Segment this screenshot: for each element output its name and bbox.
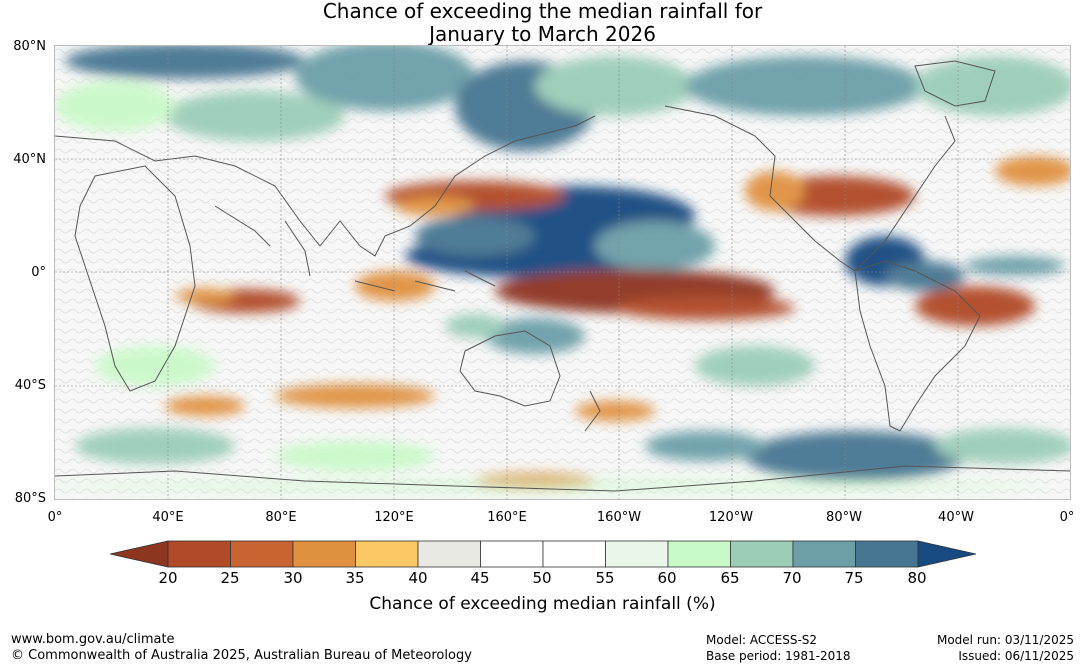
colorbar-swatch: [730, 540, 794, 568]
footer-dates: Model run: 03/11/2025 Issued: 06/11/2025: [937, 632, 1074, 664]
colorbar-swatch: [167, 540, 231, 568]
colorbar-tick: 25: [220, 569, 240, 587]
colorbar-swatch: [355, 540, 419, 568]
rainfall-map: [54, 45, 1071, 500]
lat-label-80s: 80°S: [14, 491, 46, 506]
title-line-1: Chance of exceeding the median rainfall …: [322, 0, 763, 23]
footer-model: Model: ACCESS-S2: [706, 633, 818, 647]
colorbar-label: Chance of exceeding median rainfall (%): [369, 594, 716, 614]
footer-issued: Issued: 06/11/2025: [958, 649, 1074, 663]
footer-base-period: Base period: 1981-2018: [706, 649, 851, 663]
colorbar-tick: 65: [720, 569, 740, 587]
coastlines: [55, 60, 1070, 492]
colorbar-swatch: [792, 540, 856, 568]
lon-label-0: 0°: [47, 510, 63, 525]
colorbar-tick: 30: [283, 569, 303, 587]
footer-model-run: Model run: 03/11/2025: [936, 633, 1074, 647]
lon-label-160w: 160°W: [596, 510, 642, 525]
colorbar-swatch: [605, 540, 669, 568]
colorbar-tick: 80: [907, 569, 927, 587]
lat-label-0: 0°: [31, 265, 46, 280]
colorbar-tick: 60: [657, 569, 677, 587]
colorbar-swatch: [417, 540, 481, 568]
lon-label-80e: 80°E: [265, 510, 297, 525]
colorbar-swatch: [480, 540, 544, 568]
colorbar-tick: 50: [532, 569, 552, 587]
colorbar-swatch: [542, 540, 606, 568]
lat-label-80n: 80°N: [13, 39, 46, 54]
colorbar-swatch: [855, 540, 919, 568]
lon-label-40w: 40°W: [938, 510, 974, 525]
colorbar-tick: 40: [408, 569, 428, 587]
colorbar-swatch: [917, 540, 976, 568]
colorbar-swatch: [292, 540, 356, 568]
footer-copyright: © Commonwealth of Australia 2025, Austra…: [11, 648, 472, 663]
footer-website: www.bom.gov.au/climate: [11, 632, 175, 647]
colorbar-tick: 55: [595, 569, 615, 587]
colorbar-tick: 75: [844, 569, 864, 587]
map-gridlines: [55, 46, 1070, 499]
footer-model-info: Model: ACCESS-S2 Base period: 1981-2018: [706, 632, 851, 664]
colorbar: [110, 540, 976, 568]
lon-label-40e: 40°E: [152, 510, 184, 525]
map-title: Chance of exceeding the median rainfall …: [0, 0, 1085, 46]
colorbar-tick: 35: [345, 569, 365, 587]
title-line-2: January to March 2026: [429, 22, 656, 46]
footer-left: www.bom.gov.au/climate © Commonwealth of…: [11, 632, 472, 664]
colorbar-tick: 20: [158, 569, 178, 587]
colorbar-swatch: [110, 540, 169, 568]
colorbar-tick: 70: [782, 569, 802, 587]
colorbar-tick: 45: [470, 569, 490, 587]
lon-label-120e: 120°E: [374, 510, 414, 525]
lon-label-80w: 80°W: [826, 510, 862, 525]
rainfall-map-image: [55, 46, 1070, 499]
lat-label-40n: 40°N: [13, 152, 46, 167]
lon-label-0-right: 0°: [1059, 510, 1075, 525]
colorbar-swatch: [667, 540, 731, 568]
lat-label-40s: 40°S: [14, 378, 46, 393]
colorbar-swatch: [230, 540, 294, 568]
lon-label-120w: 120°W: [708, 510, 754, 525]
lon-label-160e: 160°E: [487, 510, 527, 525]
